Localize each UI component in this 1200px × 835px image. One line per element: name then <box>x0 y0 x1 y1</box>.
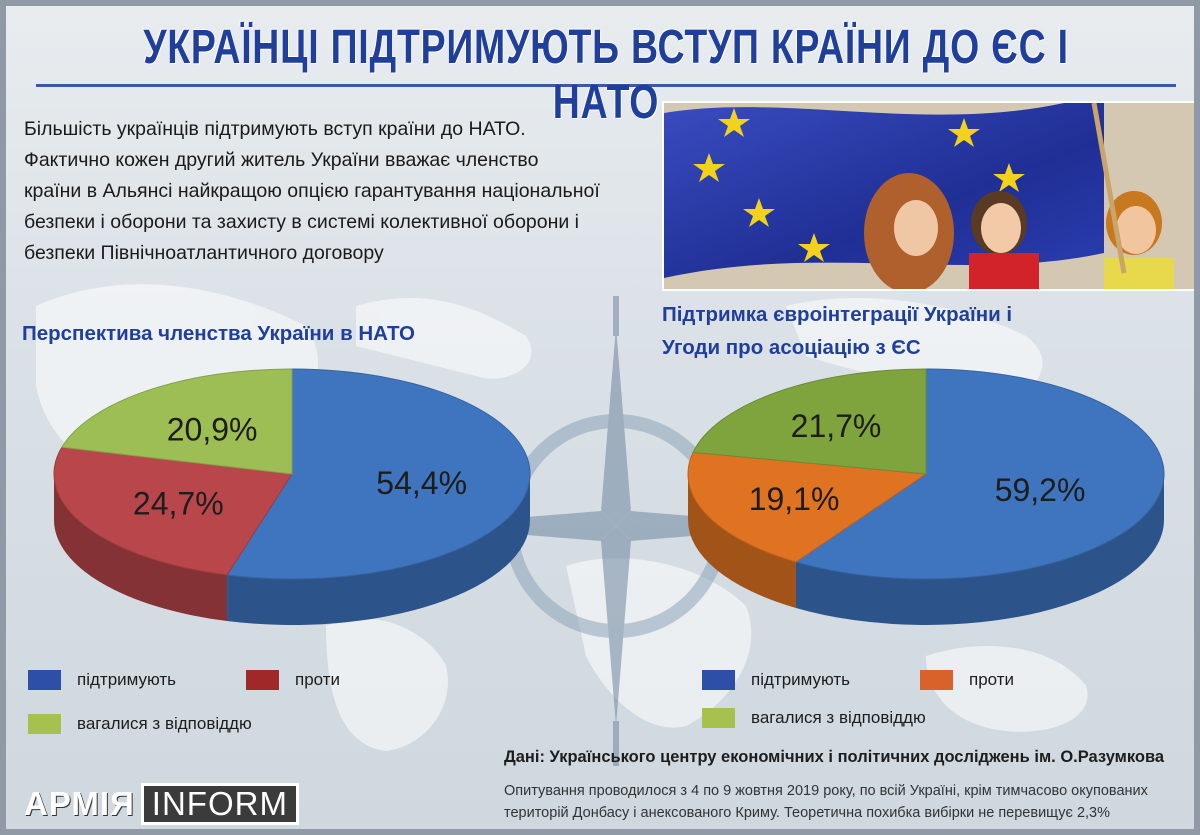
logo-right-text: INFORM <box>140 783 299 825</box>
legend-swatch <box>702 708 735 728</box>
pie-charts: 54,4% 24,7% 20,9% 59,2% 19,1% 21,7% <box>53 368 1165 625</box>
legend-label: підтримують <box>751 670 851 689</box>
intro-line: безпеки Північноатлантичного договору <box>24 242 384 264</box>
chart-title-eu-line: Підтримка євроінтеграції України і <box>662 303 1013 326</box>
pie-slice-label: 19,1% <box>749 481 840 517</box>
pie-slice <box>53 446 293 576</box>
pie-slice-label: 54,4% <box>376 465 467 501</box>
intro-line: Більшість українців підтримують вступ кр… <box>24 118 526 140</box>
legend-label: проти <box>295 670 341 689</box>
legend-item-against: проти <box>920 670 1014 690</box>
pie-slice <box>61 368 293 475</box>
chart-title-nato: Перспектива членства України в НАТО <box>22 322 415 345</box>
legend-item-against: проти <box>246 670 340 690</box>
legend-swatch <box>246 670 279 690</box>
pie-slice-label: 59,2% <box>995 472 1086 508</box>
legend-item-support: підтримують <box>28 670 176 690</box>
data-source: Дані: Українського центру економічних і … <box>504 748 1165 766</box>
intro-text: Більшість українців підтримують вступ кр… <box>24 114 654 269</box>
pie-slice <box>226 368 531 580</box>
intro-line: безпеки і оборони та захисту в системі к… <box>24 211 580 233</box>
legend-item-hesitant: вагалися з відповіддю <box>702 708 926 728</box>
pie-chart-1: 59,2% 19,1% 21,7% <box>687 368 1165 625</box>
pie-slice-label: 24,7% <box>133 486 224 522</box>
legend-swatch <box>28 714 61 734</box>
chart-title-eu: Підтримка євроінтеграції України і Угоди… <box>662 298 1012 364</box>
logo-left-text: АРМІЯ <box>24 785 135 822</box>
pie-slice <box>794 368 1165 580</box>
title-underline <box>36 84 1176 87</box>
pie-slice-side <box>795 474 1164 625</box>
legend-item-support: підтримують <box>702 670 850 690</box>
pie-slice-side <box>54 474 228 622</box>
chart-title-eu-line: Угоди про асоціацію з ЄС <box>662 336 921 359</box>
people-silhouettes <box>864 103 1174 289</box>
intro-line: країни в Альянсі найкращою опцією гарант… <box>24 180 600 202</box>
legend-item-hesitant: вагалися з відповіддю <box>28 714 252 734</box>
legend-swatch <box>920 670 953 690</box>
eu-flag-icon <box>664 103 1194 289</box>
pie-slice-label: 20,9% <box>167 411 258 447</box>
pie-slice-label: 21,7% <box>791 408 882 444</box>
intro-line: Фактично кожен другий житель України вва… <box>24 149 539 171</box>
legend-label: підтримують <box>77 670 177 689</box>
pie-slice <box>692 368 927 475</box>
pie-slice-side <box>227 474 530 625</box>
legend-label: проти <box>969 670 1015 689</box>
armiyainform-logo: АРМІЯ INFORM <box>24 782 299 826</box>
pie-slice <box>687 451 928 563</box>
legend-swatch <box>28 670 61 690</box>
legend-label: вагалися з відповіддю <box>77 714 252 733</box>
survey-note: Опитування проводилося з 4 по 9 жовтня 2… <box>504 783 1148 821</box>
legend-label: вагалися з відповіддю <box>751 708 926 727</box>
eu-flag-photo <box>662 101 1194 291</box>
pie-chart-0: 54,4% 24,7% 20,9% <box>53 368 531 625</box>
legend-swatch <box>702 670 735 690</box>
